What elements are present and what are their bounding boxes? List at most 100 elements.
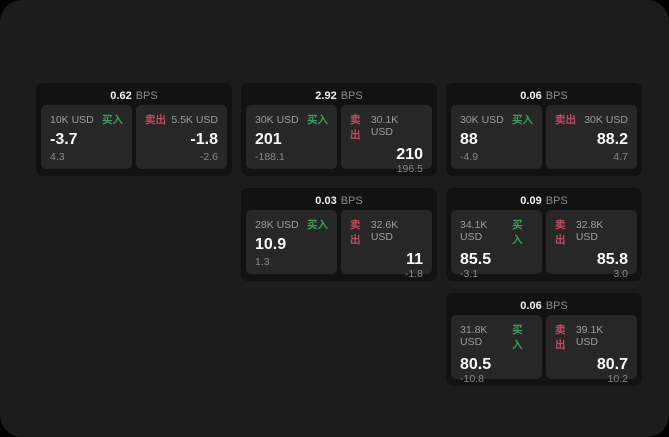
bps-unit-label: BPS [545,195,568,207]
sell-delta: 3.0 [613,268,628,280]
quote-card-body: 34.1K USD 买入 85.5 -3.1 卖出 32.8K USD 85.8… [451,210,637,280]
sell-label: 卖出 [555,324,566,351]
bps-value: 2.92 [315,90,337,102]
buy-value: 201 [255,131,282,148]
sell-panel-top: 卖出 32.8K USD [555,217,628,247]
sell-panel-top: 卖出 30K USD [555,112,628,127]
bps-value: 0.09 [520,195,542,207]
buy-panel-top: 30K USD 买入 [460,112,533,127]
buy-amount: 31.8K USD [460,324,488,348]
quote-card[interactable]: 0.09 BPS 34.1K USD 买入 85.5 -3.1 卖出 32.8K … [446,188,642,281]
buy-delta: 1.3 [255,256,270,268]
buy-delta: 4.3 [50,151,65,163]
buy-delta: -10.8 [460,373,484,385]
bps-header: 0.09 BPS [451,192,637,210]
sell-panel-top: 卖出 5.5K USD [145,112,218,127]
buy-amount: 30K USD [460,114,504,126]
sell-value: 85.8 [596,251,628,268]
buy-panel-top: 30K USD 买入 [255,112,328,127]
sell-panel[interactable]: 卖出 32.8K USD 85.8 3.0 [546,210,637,280]
buy-label: 买入 [512,114,533,126]
buy-value: -3.7 [50,131,78,148]
buy-panel[interactable]: 34.1K USD 买入 85.5 -3.1 [451,210,542,280]
sell-delta: 4.7 [613,151,628,163]
bps-unit-label: BPS [545,300,568,312]
sell-panel[interactable]: 卖出 30.1K USD 210 196.5 [341,105,432,175]
buy-value: 88 [460,131,478,148]
buy-label: 买入 [307,114,328,126]
buy-label: 买入 [512,219,523,246]
buy-amount: 34.1K USD [460,219,488,243]
bps-unit-label: BPS [545,90,568,102]
sell-label: 卖出 [350,114,361,141]
bps-unit-label: BPS [135,90,158,102]
buy-panel-top: 28K USD 买入 [255,217,328,232]
bps-value: 0.03 [315,195,337,207]
sell-panel-top: 卖出 32.6K USD [350,217,423,247]
quote-card[interactable]: 0.62 BPS 10K USD 买入 -3.7 4.3 卖出 5.5K USD … [36,83,232,176]
quote-card-body: 10K USD 买入 -3.7 4.3 卖出 5.5K USD -1.8 -2.… [41,105,227,169]
quote-card-body: 30K USD 买入 201 -188.1 卖出 30.1K USD 210 1… [246,105,432,175]
buy-amount: 10K USD [50,114,94,126]
sell-panel[interactable]: 卖出 30K USD 88.2 4.7 [546,105,637,169]
buy-label: 买入 [307,219,328,231]
buy-amount: 30K USD [255,114,299,126]
sell-delta: -1.8 [404,268,423,280]
quote-card[interactable]: 0.06 BPS 31.8K USD 买入 80.5 -10.8 卖出 39.1K… [446,293,642,386]
quote-card-body: 31.8K USD 买入 80.5 -10.8 卖出 39.1K USD 80.… [451,315,637,385]
bps-header: 0.62 BPS [41,87,227,105]
sell-amount: 39.1K USD [575,324,604,348]
quote-card-body: 30K USD 买入 88 -4.9 卖出 30K USD 88.2 4.7 [451,105,637,169]
buy-delta: -188.1 [255,151,285,163]
buy-amount: 28K USD [255,219,299,231]
bps-header: 0.03 BPS [246,192,432,210]
sell-value: -1.8 [190,131,218,148]
sell-label: 卖出 [555,114,576,126]
sell-value: 88.2 [596,131,628,148]
buy-panel[interactable]: 28K USD 买入 10.9 1.3 [246,210,337,274]
buy-panel[interactable]: 30K USD 买入 201 -188.1 [246,105,337,169]
buy-panel[interactable]: 10K USD 买入 -3.7 4.3 [41,105,132,169]
buy-panel-top: 34.1K USD 买入 [460,217,533,247]
sell-panel[interactable]: 卖出 5.5K USD -1.8 -2.6 [136,105,227,169]
buy-value: 85.5 [460,251,492,268]
sell-amount: 30K USD [584,114,628,126]
buy-panel-top: 10K USD 买入 [50,112,123,127]
buy-panel[interactable]: 30K USD 买入 88 -4.9 [451,105,542,169]
sell-delta: 10.2 [607,373,628,385]
sell-value: 210 [396,146,423,163]
bps-unit-label: BPS [340,195,363,207]
sell-panel-top: 卖出 39.1K USD [555,322,628,352]
sell-label: 卖出 [555,219,566,246]
buy-delta: -4.9 [460,151,479,163]
sell-label: 卖出 [145,114,166,126]
buy-label: 买入 [512,324,523,351]
bps-value: 0.62 [110,90,132,102]
quote-card[interactable]: 0.06 BPS 30K USD 买入 88 -4.9 卖出 30K USD 88… [446,83,642,176]
quote-card[interactable]: 2.92 BPS 30K USD 买入 201 -188.1 卖出 30.1K U… [241,83,437,176]
buy-label: 买入 [102,114,123,126]
sell-amount: 5.5K USD [171,114,218,126]
buy-panel[interactable]: 31.8K USD 买入 80.5 -10.8 [451,315,542,385]
sell-amount: 32.6K USD [370,219,399,243]
bps-value: 0.06 [520,90,542,102]
sell-delta: -2.6 [199,151,218,163]
buy-value: 10.9 [255,236,287,253]
sell-panel[interactable]: 卖出 39.1K USD 80.7 10.2 [546,315,637,385]
sell-amount: 30.1K USD [370,114,399,138]
sell-value: 80.7 [596,356,628,373]
sell-delta: 196.5 [396,163,423,175]
sell-amount: 32.8K USD [575,219,604,243]
bps-header: 2.92 BPS [246,87,432,105]
bps-value: 0.06 [520,300,542,312]
sell-value: 11 [406,251,423,268]
sell-label: 卖出 [350,219,361,246]
bps-unit-label: BPS [340,90,363,102]
quote-card[interactable]: 0.03 BPS 28K USD 买入 10.9 1.3 卖出 32.6K USD… [241,188,437,281]
quote-card-body: 28K USD 买入 10.9 1.3 卖出 32.6K USD 11 -1.8 [246,210,432,280]
bps-header: 0.06 BPS [451,87,637,105]
buy-panel-top: 31.8K USD 买入 [460,322,533,352]
sell-panel[interactable]: 卖出 32.6K USD 11 -1.8 [341,210,432,280]
buy-value: 80.5 [460,356,492,373]
